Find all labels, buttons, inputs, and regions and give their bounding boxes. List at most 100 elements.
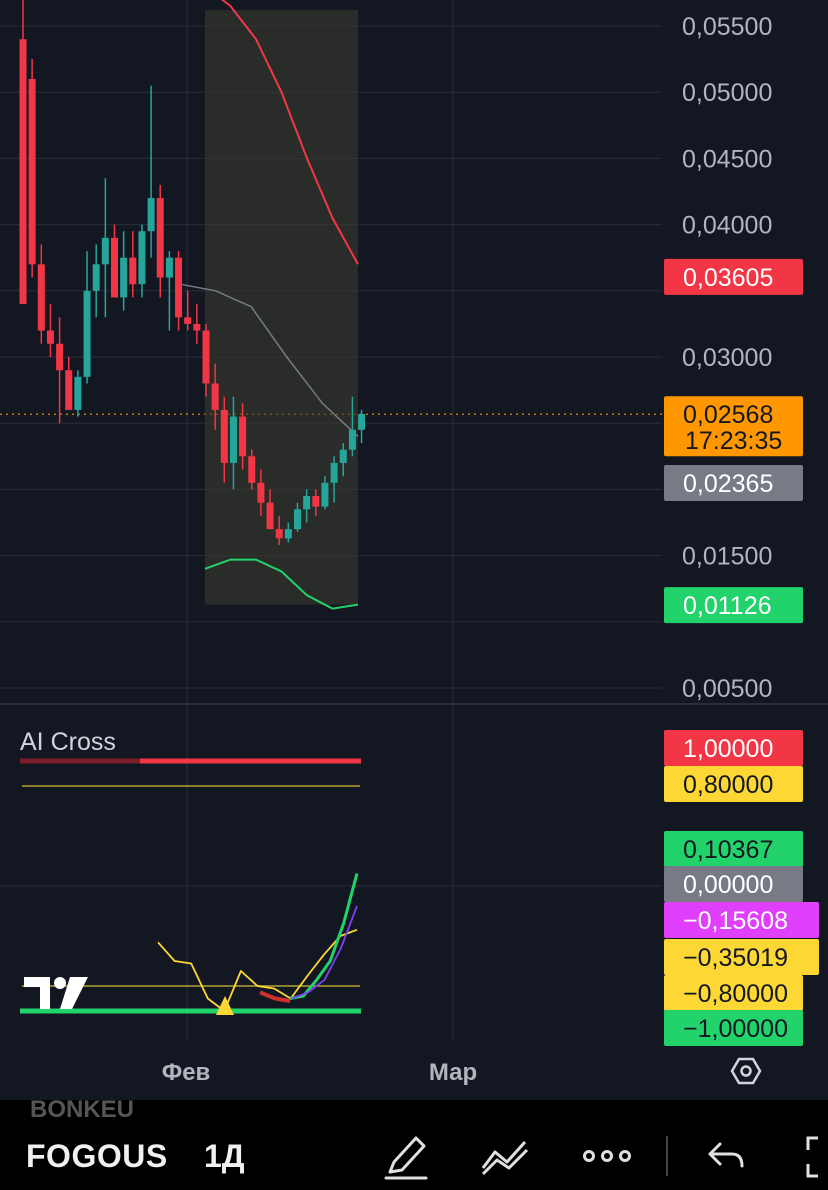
price-tag [664, 587, 803, 624]
more-dots-icon[interactable] [579, 1128, 635, 1184]
indicator-tag-label: 1,00000 [683, 735, 773, 763]
candle-body [37, 264, 45, 331]
indicator-tag [664, 1010, 803, 1046]
time-axis[interactable]: Фев Мар [162, 1059, 477, 1086]
candle-body [129, 257, 137, 285]
tradingview-logo-icon [24, 977, 88, 1009]
symbol-name[interactable]: FOGOUS [26, 1138, 168, 1174]
indicator-tag-label: 0,80000 [683, 771, 773, 799]
indicator-series-line [259, 990, 291, 1003]
indicator-tag-label: −0,35019 [683, 944, 788, 972]
candle-body [83, 290, 91, 377]
band-fill [205, 10, 358, 605]
candle-body [138, 231, 146, 285]
indicator-pane[interactable]: 1,00000 0,80000 0,10367 0,00000 −0,15608 −0,3… [0, 730, 819, 1046]
indicator-tag-label: 0,00000 [683, 871, 773, 899]
price-tag [664, 396, 803, 457]
candle-body [165, 257, 173, 278]
candle-body [111, 237, 118, 298]
indicator-tag [664, 902, 819, 938]
price-tag-label: 0,01126 [683, 592, 772, 620]
candle-body [175, 257, 183, 318]
band-region [179, 0, 359, 610]
indicator-series-line [157, 928, 358, 1012]
candle-body [46, 330, 54, 344]
candle-body [56, 343, 64, 371]
candle-body [28, 78, 36, 265]
price-tag-label: 0,03605 [683, 264, 773, 292]
indicator-tag [664, 975, 803, 1011]
previous-symbol-ghost: BONKEU [30, 1096, 135, 1123]
candle-body [220, 409, 228, 463]
price-tick-label: 0,05000 [682, 79, 772, 107]
candle-body [120, 257, 128, 298]
candle-body [202, 330, 210, 384]
candle-body [193, 323, 201, 331]
indicator-tag-label: −0,15608 [683, 907, 788, 935]
candle-body [147, 198, 155, 232]
candle-body [321, 482, 329, 507]
candle-body [184, 317, 192, 324]
candle-body [275, 529, 283, 539]
fullscreen-icon[interactable] [800, 1128, 828, 1184]
candle-body [303, 496, 311, 510]
candle-body [156, 198, 164, 278]
indicator-tag [664, 730, 803, 766]
band-lower-line [204, 558, 359, 610]
candle-body [92, 264, 100, 291]
indicator-title[interactable]: AI Cross [20, 728, 116, 756]
candle-body [229, 416, 237, 463]
countdown-label: 17:23:35 [685, 427, 782, 455]
candle-body [19, 39, 27, 305]
chart-area[interactable]: 0,05500 0,05000 0,04500 0,04000 0,03000 0,015… [0, 0, 828, 1100]
settings-hex-icon[interactable] [730, 1057, 762, 1085]
indicator-series-line [291, 905, 358, 1000]
candle-body [358, 413, 366, 430]
price-tick-label: 0,04000 [682, 212, 772, 240]
price-tick-label: 0,00500 [682, 675, 772, 703]
price-axis[interactable]: 0,05500 0,05000 0,04500 0,04000 0,03000 0,015… [682, 13, 772, 703]
indicator-tag [664, 831, 803, 867]
candle-body [339, 449, 347, 463]
indicator-tag-label: 0,10367 [683, 836, 773, 864]
candle-body [248, 456, 256, 483]
middle-line [179, 283, 359, 437]
bottom-toolbar: BONKEU FOGOUS 1Д [0, 1096, 828, 1190]
time-axis-label: Мар [429, 1059, 477, 1086]
indicators-wave-icon[interactable] [477, 1128, 533, 1184]
signal-triangle-icon [216, 996, 234, 1015]
indicator-tag [664, 866, 803, 902]
price-tick-label: 0,04500 [682, 145, 772, 173]
indicator-tag [664, 766, 803, 802]
candle-body [211, 383, 219, 410]
price-tick-label: 0,05500 [682, 13, 772, 41]
indicator-tag-label: −1,00000 [683, 1015, 788, 1043]
candle-body [284, 529, 292, 539]
toolbar-divider [666, 1136, 668, 1176]
undo-icon[interactable] [700, 1128, 756, 1184]
candle-body [266, 502, 274, 530]
time-axis-label: Фев [162, 1059, 211, 1086]
price-tag-label: 0,02365 [683, 470, 773, 498]
price-tick-label: 0,03000 [682, 344, 772, 372]
indicator-tag [664, 939, 819, 975]
candle-body [294, 509, 301, 530]
interval-button[interactable]: 1Д [204, 1138, 245, 1174]
candle-body [101, 237, 109, 265]
draw-pen-icon[interactable] [378, 1128, 434, 1184]
price-tick-label: 0,01500 [682, 543, 772, 571]
band-upper-line [221, 0, 359, 265]
indicator-series-line [289, 873, 359, 1000]
candle-body [330, 462, 338, 483]
price-tag [664, 258, 803, 295]
price-tag [664, 465, 803, 501]
candle-body [65, 370, 73, 410]
candle-body [74, 376, 82, 410]
candle-body [312, 496, 320, 507]
candle-body [348, 429, 356, 450]
candle-body [239, 416, 247, 457]
indicator-tag-label: −0,80000 [683, 980, 788, 1008]
candles [19, 0, 366, 546]
price-tag-label: 0,02568 [683, 401, 773, 429]
